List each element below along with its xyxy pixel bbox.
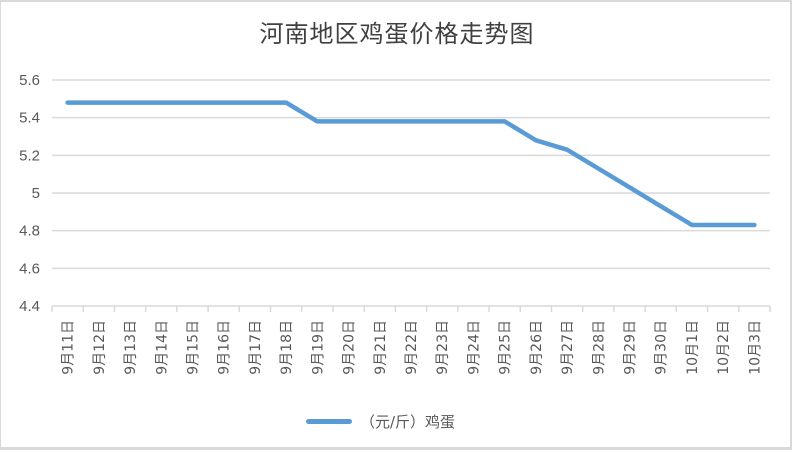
x-tick-label: 9月11日 bbox=[61, 320, 77, 375]
x-tick-label: 9月24日 bbox=[466, 320, 482, 375]
x-tick-label: 9月15日 bbox=[185, 320, 201, 375]
x-tick-label: 10月2日 bbox=[716, 320, 732, 375]
series-line bbox=[65, 100, 757, 228]
x-tick-label: 9月27日 bbox=[560, 320, 576, 375]
legend-line-icon bbox=[306, 418, 352, 424]
x-tick-label: 9月20日 bbox=[342, 320, 358, 375]
gridlines bbox=[52, 79, 770, 270]
y-axis-labels: 4.4 4.6 4.8 5 5.2 5.4 5.6 bbox=[19, 72, 40, 315]
x-tick-label: 9月12日 bbox=[92, 320, 108, 375]
y-tick-label: 4.6 bbox=[19, 260, 40, 277]
x-tick-label: 9月25日 bbox=[498, 320, 514, 375]
x-tick-label: 10月3日 bbox=[747, 320, 763, 375]
x-tick-label: 9月23日 bbox=[435, 320, 451, 375]
x-tick-label: 9月19日 bbox=[310, 320, 326, 375]
x-tick-label: 9月13日 bbox=[123, 320, 139, 375]
y-tick-label: 4.4 bbox=[19, 298, 40, 315]
legend-label: （元/斤）鸡蛋 bbox=[360, 412, 456, 431]
x-tick-label: 9月29日 bbox=[623, 320, 639, 375]
series-egg-price bbox=[65, 100, 757, 228]
x-tick-label: 9月28日 bbox=[591, 320, 607, 375]
x-tick-label: 9月22日 bbox=[404, 320, 420, 375]
legend: （元/斤）鸡蛋 bbox=[306, 410, 455, 432]
x-tick-label: 9月16日 bbox=[217, 320, 233, 375]
y-tick-label: 5.4 bbox=[19, 110, 40, 127]
x-tick-label: 10月1日 bbox=[685, 320, 701, 375]
y-tick-label: 5.6 bbox=[19, 72, 40, 89]
y-tick-label: 5 bbox=[32, 185, 40, 202]
x-tick-label: 9月30日 bbox=[654, 320, 670, 375]
x-tick-label: 9月21日 bbox=[373, 320, 389, 375]
y-tick-label: 5.2 bbox=[19, 147, 40, 164]
y-tick-label: 4.8 bbox=[19, 223, 40, 240]
x-axis: 9月11日 9月12日 9月13日 9月14日 9月15日 9月16日 9月17日 9月18日… bbox=[51, 305, 771, 375]
x-tick-label: 9月14日 bbox=[154, 320, 170, 375]
x-tick-label: 9月17日 bbox=[248, 320, 264, 375]
x-tick-label: 9月18日 bbox=[279, 320, 295, 375]
chart-title: 河南地区鸡蛋价格走势图 bbox=[259, 20, 535, 48]
x-tick-label: 9月26日 bbox=[529, 320, 545, 375]
